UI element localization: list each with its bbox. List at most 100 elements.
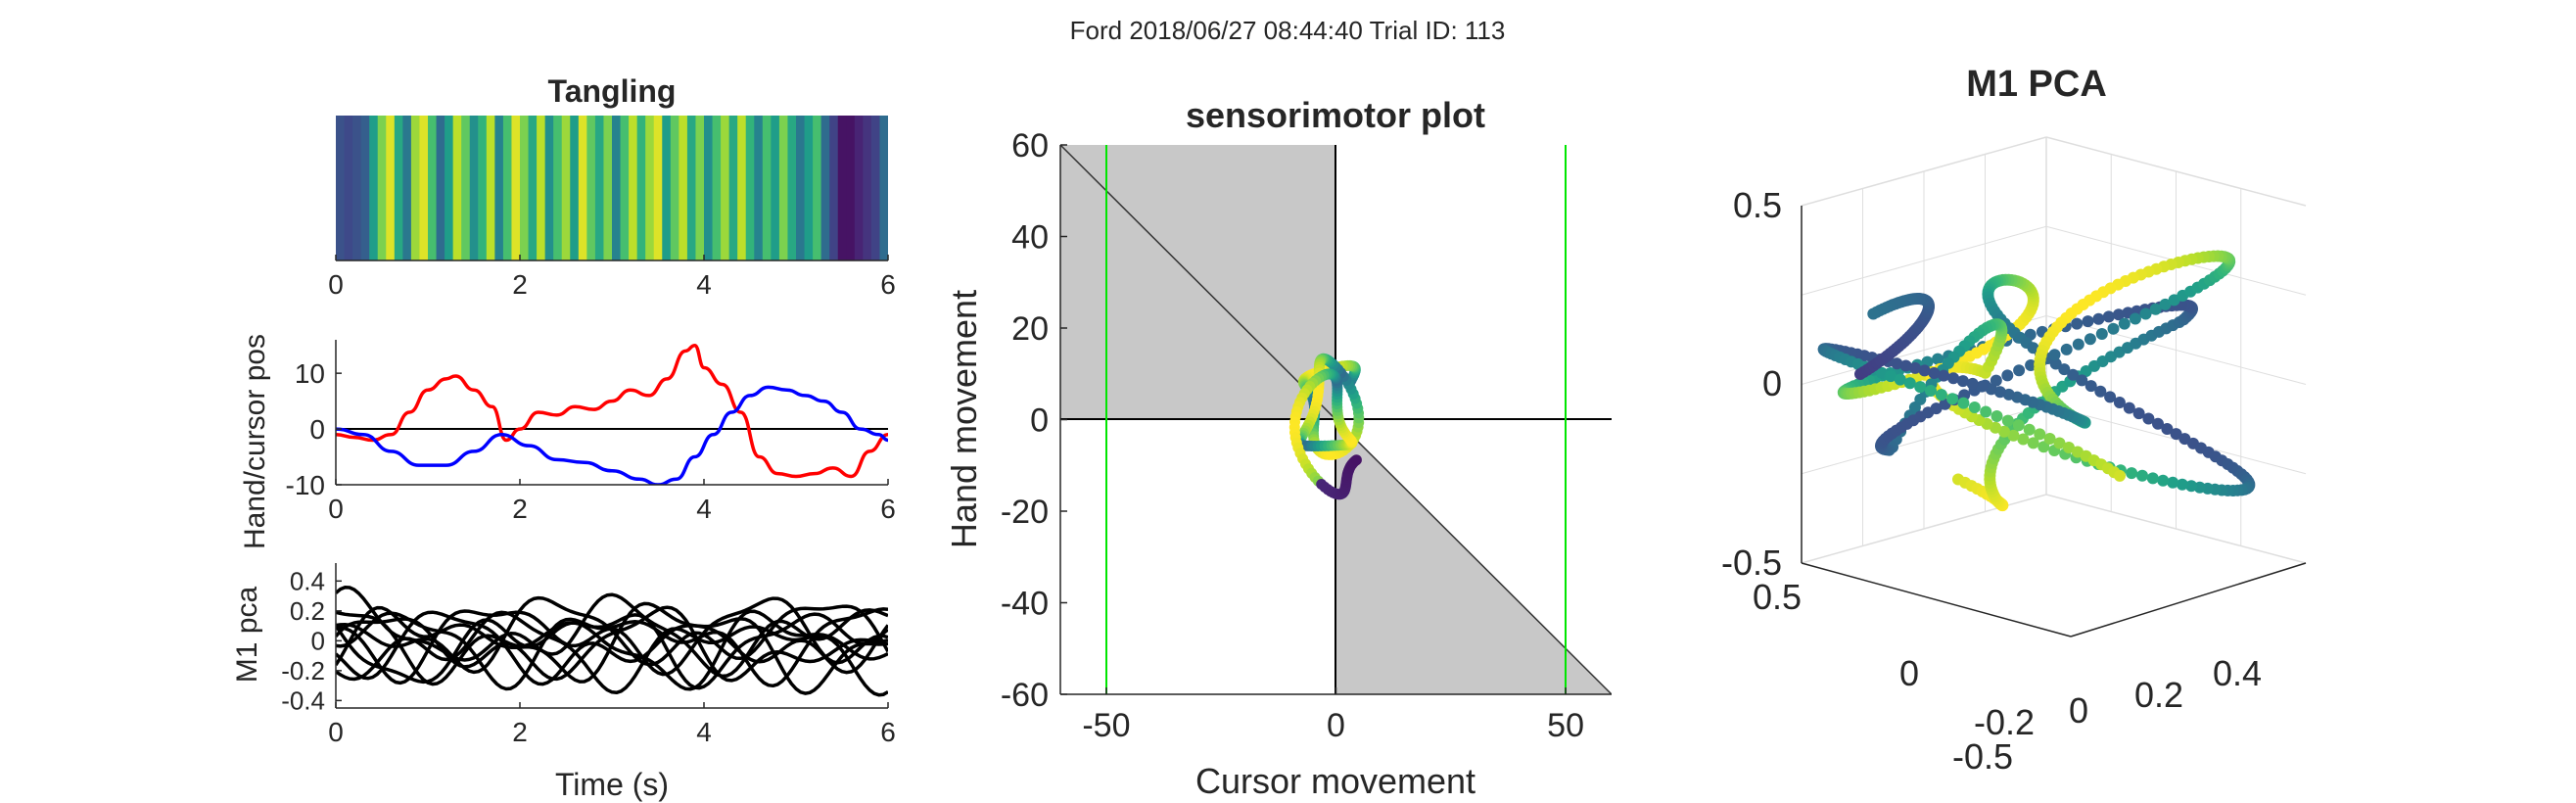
pca3d-point	[1968, 402, 1981, 413]
pca3d-ticks: -0.500.5-0.500.5-0.2 0 0.20.4	[1721, 185, 2262, 777]
tangling-stripe	[829, 116, 839, 260]
pca3d-point	[2001, 369, 2014, 382]
pca3d-point	[2037, 441, 2050, 453]
m1-pca-y-label: M1 pca	[231, 587, 263, 684]
position-x-tick-label: 6	[880, 494, 896, 524]
pca3d-point	[2082, 315, 2094, 328]
pca3d-point	[2007, 429, 2020, 442]
pca3d-x-tick-label: 0.4	[2213, 653, 2262, 693]
tangling-x-tick-label: 6	[880, 269, 896, 300]
m1-pca-y-ticks: -0.4-0.200.20.4	[281, 566, 342, 715]
sensorimotor-y-tick-label: 20	[1011, 310, 1049, 348]
pca3d-panel: M1 PCA -0.500.5-0.500.5-0.2 0 0.20.4	[1721, 64, 2307, 777]
tangling-stripe	[629, 116, 638, 260]
pca3d-z-tick-label: 0.5	[1733, 185, 1782, 225]
position-x-tick-label: 0	[328, 494, 344, 524]
tangling-panel: Tangling 0 2 4 6	[328, 73, 896, 300]
m1-pca-x-tick-label: 4	[696, 717, 712, 747]
tangling-stripe	[511, 116, 521, 260]
m1-pca-component-line	[336, 585, 888, 679]
tangling-stripe	[478, 116, 488, 260]
tangling-stripe	[737, 116, 747, 260]
pca3d-point	[2104, 391, 2117, 403]
pca3d-point	[2129, 312, 2141, 325]
sensorimotor-panel: sensorimotor plot -50 0 50 -60 -40 -20 0 20 40 6…	[944, 95, 1612, 801]
pca3d-x-tick-label: 0	[2069, 690, 2088, 731]
tangling-stripe	[762, 116, 772, 260]
sensorimotor-x-tick-label: -50	[1082, 707, 1130, 744]
tangling-stripe	[445, 116, 454, 260]
pca3d-point	[2102, 310, 2115, 323]
m1-pca-component-line	[336, 595, 888, 675]
sensorimotor-y-tick-label: -60	[1001, 677, 1049, 714]
m1-pca-y-tick-label: -0.2	[281, 656, 325, 685]
pca3d-point	[1885, 370, 1897, 383]
m1-pca-y-tick-label: 0.4	[290, 566, 325, 595]
pca3d-point	[2067, 368, 2080, 381]
pca3d-point	[2126, 467, 2138, 480]
pca3d-z-tick-label: 0	[1762, 363, 1782, 403]
tangling-stripe	[778, 116, 789, 260]
pca3d-z-tick-label: -0.5	[1721, 543, 1782, 583]
tangling-stripe	[837, 116, 847, 260]
tangling-stripe	[804, 116, 814, 260]
sensorimotor-y-tick-label: 60	[1011, 127, 1049, 165]
tangling-stripe	[377, 116, 387, 260]
tangling-stripe	[863, 116, 872, 260]
pca3d-point	[1909, 361, 1921, 374]
tangling-stripe	[695, 116, 705, 260]
tangling-stripe	[636, 116, 646, 260]
pca3d-point	[1918, 364, 1931, 377]
tangling-stripe	[679, 116, 688, 260]
pca3d-point	[2094, 385, 2107, 398]
m1-pca-x-label: Time (s)	[555, 767, 669, 802]
tangling-title: Tangling	[548, 73, 677, 109]
position-y-tick-label: -10	[286, 470, 325, 500]
pca3d-y-axis	[1801, 562, 2072, 638]
m1-pca-y-tick-label: 0	[311, 626, 325, 655]
pca3d-point	[2043, 433, 2056, 445]
m1-pca-component-line	[336, 610, 888, 695]
pca3d-point	[1991, 410, 2003, 422]
pca3d-point	[2118, 317, 2131, 330]
pca3d-point	[2012, 419, 2025, 432]
pca3d-point	[2034, 428, 2046, 441]
pca3d-point	[2076, 374, 2088, 387]
pca3d-point	[1867, 307, 1880, 320]
position-x-tick-label: 2	[512, 494, 528, 524]
sensorimotor-title: sensorimotor plot	[1186, 95, 1485, 135]
pca3d-point	[2084, 380, 2097, 393]
tangling-stripe	[502, 116, 513, 260]
pca3d-point	[1976, 380, 1989, 393]
tangling-stripe	[721, 116, 730, 260]
tangling-stripe	[494, 116, 504, 260]
tangling-stripe	[603, 116, 613, 260]
m1-pca-y-tick-label: 0.2	[290, 596, 325, 626]
sensorimotor-x-tick-label: 50	[1547, 707, 1584, 744]
pca3d-point	[2114, 469, 2126, 482]
pca3d-point	[2017, 433, 2030, 446]
pca3d-point	[2139, 307, 2152, 320]
pca3d-point	[2185, 480, 2198, 493]
pca3d-point	[2112, 308, 2125, 321]
tangling-stripe	[820, 116, 830, 260]
m1-pca-x-ticks: 0 2 4 6	[328, 702, 896, 747]
pca3d-point	[2149, 303, 2162, 315]
pca3d-point	[2013, 364, 2026, 377]
tangling-x-tick-label: 4	[696, 269, 712, 300]
tangling-stripe	[662, 116, 672, 260]
pca3d-point	[2136, 469, 2148, 482]
pca3d-point	[2060, 343, 2073, 355]
tangling-stripe	[360, 116, 370, 260]
m1-pca-component-line	[336, 607, 888, 691]
tangling-stripe	[620, 116, 630, 260]
pca3d-point	[1947, 372, 1960, 385]
position-lines	[336, 343, 888, 485]
tangling-x-ticks: 0 2 4 6	[328, 255, 896, 300]
sensorimotor-x-ticks: -50 0 50	[1082, 687, 1584, 744]
m1-pca-x-tick-label: 2	[512, 717, 528, 747]
pca3d-point	[2170, 428, 2182, 441]
tangling-stripe	[612, 116, 622, 260]
pca3d-point	[1928, 367, 1941, 379]
